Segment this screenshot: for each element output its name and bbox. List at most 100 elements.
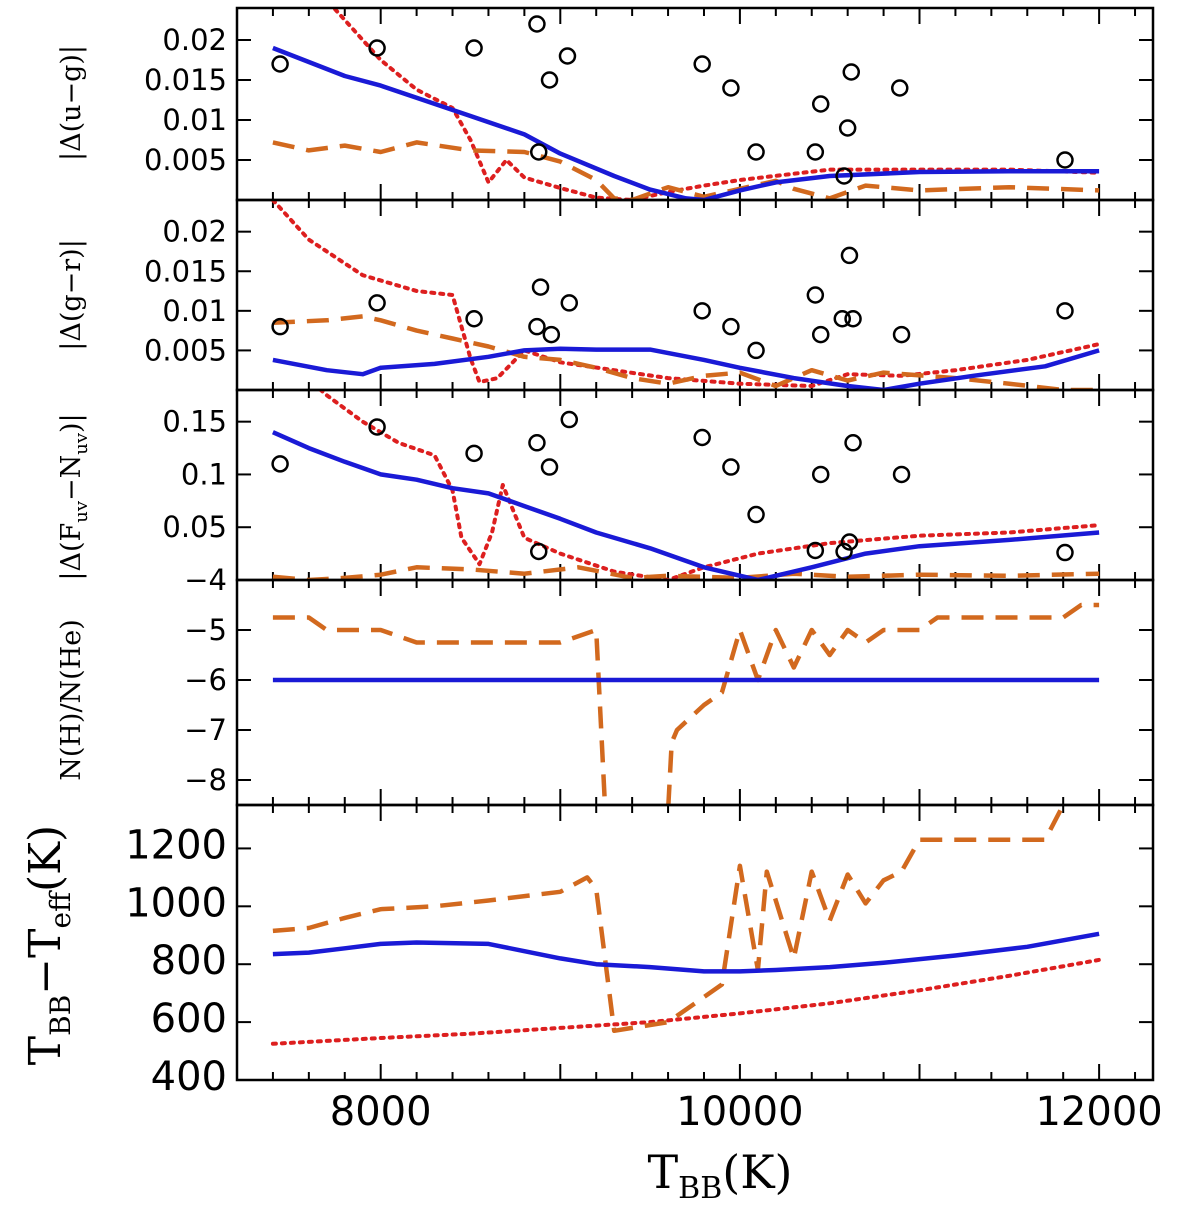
data-point-dgr-1	[368, 294, 386, 312]
series-dashed-hhe	[272, 602, 1100, 805]
series-dotted-duv	[317, 390, 1102, 580]
data-point-duv-3	[528, 434, 546, 452]
xtick-label-2: 12000	[1035, 1089, 1162, 1135]
ytick-label-dug-3: 0.02	[162, 23, 227, 57]
panel-teff: TBB−Teff(K) 400 600 800 1000 1200	[20, 803, 1155, 1100]
ytick-label-duv-0: 0.05	[162, 510, 227, 544]
data-point-dgr-9	[747, 341, 765, 360]
data-point-dgr-8	[722, 317, 740, 336]
data-point-dug-3	[528, 15, 546, 33]
panel-dug: |Δ(u−g)| 0.005 0.01 0.015 0.02	[56, 6, 1155, 202]
panel-duv-frame	[235, 388, 1155, 582]
data-point-duv-13	[840, 533, 859, 551]
ytick-label-teff-3: 1000	[125, 880, 227, 926]
data-point-dgr-3	[528, 317, 546, 336]
ylabel-hhe: N(H)/N(He)	[56, 619, 87, 781]
series-dashed-dug	[272, 140, 1100, 200]
ytick-label-hhe-1: −7	[184, 713, 227, 747]
series-dotted-dug	[331, 8, 1102, 200]
x-axis-label: TBB(K)	[647, 1145, 792, 1206]
panel-hhe: N(H)/N(He) −8 −7 −6 −5 −4	[56, 563, 1155, 807]
data-point-dgr-15	[892, 325, 911, 344]
ylabel-duv-text: |Δ(Fuv−Nuv)|	[56, 413, 92, 580]
ylabel-teff: TBB−Teff(K)	[20, 825, 77, 1065]
ytick-label-dug-1: 0.01	[162, 103, 227, 137]
data-point-duv-15	[892, 465, 911, 484]
ytick-label-hhe-4: −4	[184, 563, 227, 597]
data-point-duv-5	[540, 458, 559, 476]
data-point-dgr-6	[560, 294, 579, 312]
data-point-dgr-2	[465, 310, 483, 328]
data-point-dgr-4	[531, 278, 550, 296]
xtick-label-1: 10000	[676, 1089, 803, 1135]
data-point-dug-7	[693, 55, 711, 73]
data-point-duv-14	[844, 434, 862, 452]
ytick-label-teff-1: 600	[151, 996, 227, 1042]
ylabel-duv: |Δ(Fuv−Nuv)|	[56, 413, 92, 580]
ytick-label-teff-4: 1200	[125, 822, 227, 868]
data-point-dug-8	[722, 79, 740, 97]
data-point-dgr-10	[806, 286, 825, 304]
data-point-duv-1	[368, 418, 386, 436]
series-dashed-duv	[272, 565, 1100, 580]
data-point-dug-0	[271, 55, 289, 73]
data-point-dug-5	[540, 71, 559, 89]
series-solid-teff	[272, 931, 1100, 974]
ylabel-dgr-text: |Δ(g−r)|	[56, 239, 87, 351]
data-point-dug-14	[842, 63, 861, 81]
data-point-dgr-11	[811, 325, 830, 344]
data-point-dug-16	[1056, 151, 1074, 169]
series-solid-dug	[272, 45, 1100, 200]
data-point-dug-9	[747, 143, 765, 161]
panel-hhe-frame	[235, 578, 1155, 807]
data-point-dug-11	[811, 95, 830, 113]
data-point-dug-15	[891, 79, 909, 97]
ytick-label-dgr-3: 0.02	[162, 215, 227, 249]
data-point-duv-6	[560, 410, 579, 429]
data-point-duv-8	[722, 458, 740, 476]
ytick-label-dug-0: 0.005	[144, 143, 227, 177]
panel-dgr: |Δ(g−r)| 0.005 0.01 0.015 0.02	[56, 198, 1155, 392]
ytick-label-hhe-0: −8	[184, 763, 227, 797]
data-point-dug-4	[529, 143, 548, 161]
panel-teff-frame	[235, 803, 1155, 1082]
data-point-dug-2	[465, 39, 483, 57]
data-point-duv-0	[271, 455, 289, 473]
data-point-duv-9	[747, 505, 765, 524]
data-point-dug-12	[835, 167, 853, 185]
ylabel-dgr: |Δ(g−r)|	[56, 239, 87, 351]
ylabel-dug: |Δ(u−g)|	[56, 45, 87, 161]
ytick-label-hhe-2: −6	[184, 663, 227, 697]
panel-duv: |Δ(Fuv−Nuv)| 0.05 0.1 0.15	[56, 388, 1155, 582]
data-point-dug-13	[838, 119, 857, 137]
data-point-dgr-7	[693, 302, 711, 320]
data-point-duv-2	[465, 444, 483, 463]
data-point-dug-10	[806, 143, 825, 161]
series-dotted-teff	[270, 957, 1102, 1046]
data-point-dgr-13	[840, 246, 859, 265]
x-tick-labels: 8000 10000 12000	[330, 1089, 1163, 1135]
data-point-dgr-16	[1056, 302, 1074, 320]
series-dashed-teff	[272, 805, 1070, 1034]
ylabel-dug-text: |Δ(u−g)|	[56, 45, 87, 161]
series-solid-duv	[271, 430, 1100, 580]
ytick-label-dgr-1: 0.01	[162, 294, 227, 328]
ytick-label-dgr-0: 0.005	[144, 333, 227, 367]
data-point-duv-7	[693, 428, 711, 447]
series-solid-dgr	[272, 346, 1100, 390]
series-dashed-dgr	[272, 314, 1100, 390]
data-point-duv-12	[835, 542, 853, 561]
ytick-label-dug-2: 0.015	[144, 63, 227, 97]
ytick-label-duv-2: 0.15	[162, 405, 227, 439]
data-point-duv-10	[806, 541, 825, 560]
data-point-duv-11	[811, 465, 830, 484]
ylabel-teff-text: TBB−Teff(K)	[20, 825, 77, 1065]
data-point-dgr-14	[844, 310, 862, 328]
data-point-dug-1	[368, 39, 386, 57]
xtick-label-0: 8000	[330, 1089, 432, 1135]
ytick-label-duv-1: 0.1	[181, 457, 227, 491]
ytick-label-dgr-2: 0.015	[144, 254, 227, 288]
data-point-duv-4	[529, 542, 548, 561]
ytick-label-teff-2: 800	[151, 938, 227, 984]
